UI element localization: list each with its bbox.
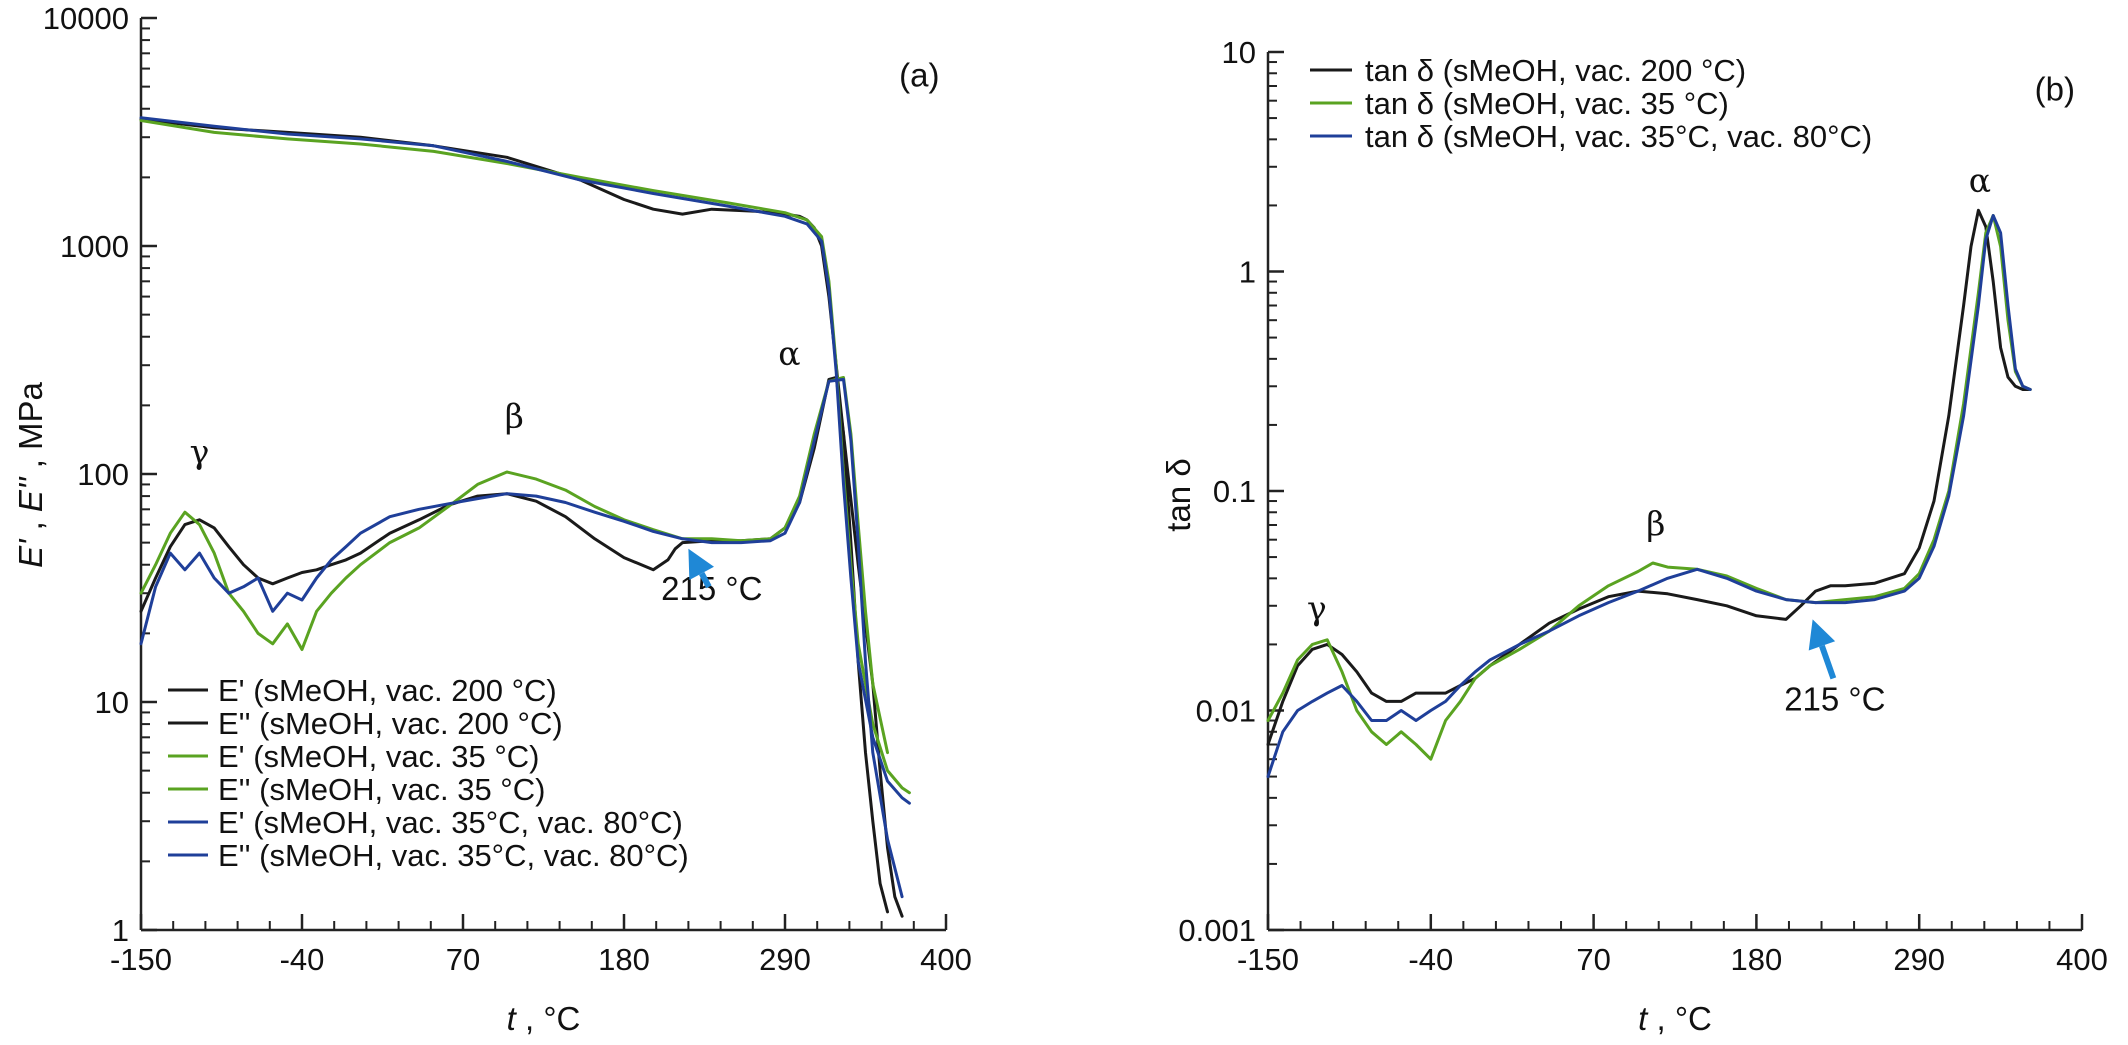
panel-a-chart: -150 -40 70 180 290 400 1 10 100 1000 10000 t , °C E… [12,1,972,1037]
arrow-shaft [1819,644,1837,680]
y-axis-title: tan δ [1160,458,1197,531]
arrow-head [1808,619,1836,651]
transition-label: β [1646,504,1665,543]
x-tick-label: -40 [1408,942,1453,977]
y-tick-label: 1 [1239,255,1256,290]
x-axis-title: t , °C [1638,1000,1712,1037]
y-tick-label: 10 [95,685,129,720]
legend-entry: E' (sMeOH, vac. 35°C, vac. 80°C) [218,805,683,840]
y-tick-label: 1000 [60,229,129,264]
y-tick-label: 0.01 [1196,694,1256,729]
y-tick-label: 0.1 [1213,474,1256,509]
x-tick-label: 290 [759,942,811,977]
series-line-2 [1266,214,2032,761]
transition-label: α [1969,161,1991,200]
legend-entry: tan δ (sMeOH, vac. 200 °C) [1365,53,1746,88]
x-tick-label: 70 [446,942,480,977]
panel-b-chart: -150 -40 70 180 290 400 0.001 0.01 0.1 1 10 t , °C t… [1160,35,2108,1037]
panel-label: (b) [2035,71,2075,108]
legend-entry: E' (sMeOH, vac. 200 °C) [218,673,557,708]
y-tick-label: 1 [112,913,129,948]
series-line-3 [1266,214,2032,779]
y-tick-label: 0.001 [1178,913,1256,948]
x-tick-label: 180 [598,942,650,977]
x-axis-title: t , °C [507,1000,581,1037]
legend-entry: E' (sMeOH, vac. 35 °C) [218,739,540,774]
x-tick-label: 290 [1893,942,1945,977]
legend-entry: tan δ (sMeOH, vac. 35 °C) [1365,86,1729,121]
y-tick-label: 100 [77,457,129,492]
panel-label: (a) [899,57,939,94]
y-tick-label: 10000 [43,1,129,36]
x-tick-label: 180 [1731,942,1783,977]
x-tick-label: -150 [110,942,172,977]
y-axis-title: E' , E'' , MPa [12,381,49,567]
legend-entry: tan δ (sMeOH, vac. 35°C, vac. 80°C) [1365,119,1872,154]
x-tick-label: 70 [1576,942,1610,977]
transition-label: α [778,334,800,373]
legend-entry: E'' (sMeOH, vac. 35 °C) [218,772,545,807]
x-tick-label: 400 [920,942,972,977]
annotation-label: 215 °C [1784,681,1885,718]
series-line-2 [139,376,889,914]
x-tick-label: -150 [1237,942,1299,977]
arrow-head [688,548,714,581]
series-line-6 [139,377,904,899]
x-tick-label: -40 [280,942,325,977]
x-tick-label: 400 [2056,942,2108,977]
annotation-label: 215 °C [661,570,762,607]
series-line-1 [1266,208,2032,746]
legend-entry: E'' (sMeOH, vac. 200 °C) [218,706,563,741]
series-line-5 [139,116,911,805]
y-tick-label: 10 [1222,35,1256,70]
transition-label: γ [190,432,210,471]
arrow-shaft [699,571,712,589]
transition-label: β [505,396,524,435]
transition-label: γ [1307,588,1327,627]
legend-entry: E'' (sMeOH, vac. 35°C, vac. 80°C) [218,838,689,873]
